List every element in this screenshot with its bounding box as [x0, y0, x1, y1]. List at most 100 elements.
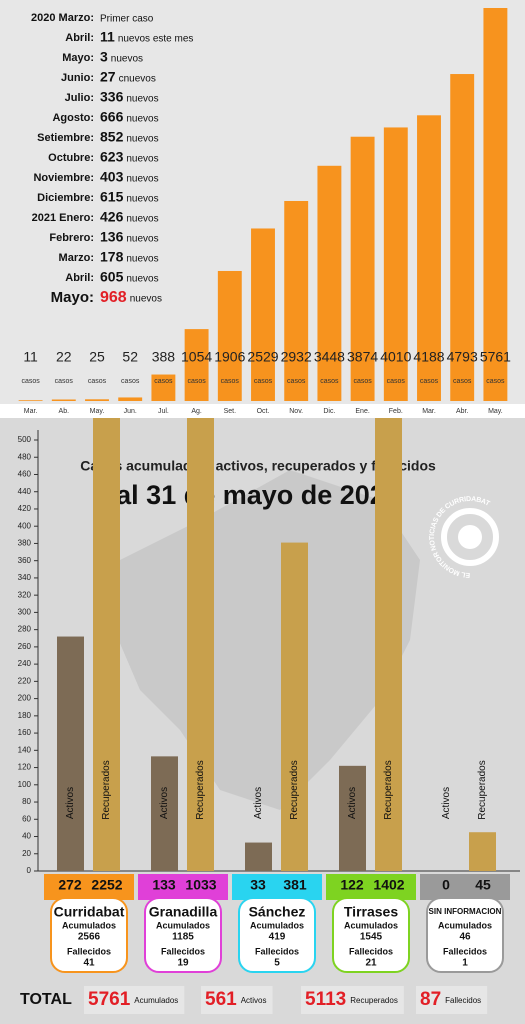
- bar: [417, 115, 441, 401]
- y-tick-label: 460: [18, 470, 32, 479]
- total-box: [201, 986, 273, 1014]
- y-tick-label: 0: [27, 866, 32, 875]
- totals-row: TOTAL 5761 Acumulados 561 Activos 5113 Recuper…: [20, 986, 488, 1014]
- value-label: 388: [152, 349, 176, 365]
- unit-label: casos: [453, 378, 472, 385]
- y-tick-label: 160: [18, 728, 32, 737]
- chart-title: Casos acumulados, activos, recuperados y…: [80, 458, 436, 474]
- logo-core: [458, 525, 482, 549]
- value-label: 2252: [91, 877, 122, 893]
- series-label: Activos: [159, 787, 170, 819]
- note-value: 136: [100, 229, 124, 245]
- acc-value: 46: [459, 932, 471, 943]
- series-label: Activos: [441, 787, 452, 819]
- total-label: Recuperados: [350, 996, 398, 1005]
- bar: [251, 228, 275, 401]
- y-tick-label: 420: [18, 504, 32, 513]
- value-label: 0: [442, 877, 450, 893]
- total-value: 561: [205, 989, 237, 1010]
- note-label: Julio:: [65, 92, 94, 104]
- y-tick-label: 360: [18, 556, 32, 565]
- totals-title: TOTAL: [20, 991, 72, 1008]
- deaths-value: 41: [83, 958, 95, 969]
- x-tick-label: May.: [488, 408, 503, 415]
- acc-value: 1545: [360, 932, 383, 943]
- note-label: 2021 Enero:: [32, 212, 94, 224]
- acc-label: Acumulados: [156, 920, 210, 930]
- note-text: nuevos: [111, 54, 143, 65]
- unit-label: casos: [121, 378, 140, 385]
- value-label: 3874: [347, 349, 378, 365]
- note-label: Marzo:: [59, 252, 94, 264]
- value-label: 122: [340, 877, 364, 893]
- bar: [57, 636, 84, 871]
- note-text: cnuevos: [119, 74, 156, 85]
- value-label: 2932: [281, 349, 312, 365]
- value-label: 33: [250, 877, 266, 893]
- note-label: Octubre:: [48, 152, 94, 164]
- note-value: 11: [100, 29, 115, 45]
- note-value: 403: [100, 169, 124, 185]
- y-tick-label: 200: [18, 694, 32, 703]
- note-value: 605: [100, 269, 124, 285]
- deaths-label: Fallecidos: [67, 946, 111, 956]
- total-label: Activos: [241, 996, 267, 1005]
- acc-label: Acumulados: [344, 920, 398, 930]
- x-tick-label: Set.: [224, 408, 237, 415]
- bar: [118, 397, 143, 401]
- total-value: 87: [420, 989, 441, 1010]
- note-text: nuevos: [126, 194, 158, 205]
- total-box: [301, 986, 404, 1014]
- note-value: 426: [100, 209, 124, 225]
- y-tick-label: 340: [18, 573, 32, 582]
- category-card: [50, 897, 128, 973]
- x-tick-label: Ene.: [355, 408, 369, 415]
- x-tick-label: Nov.: [289, 408, 303, 415]
- note-text: Primer caso: [100, 14, 154, 25]
- bar: [450, 74, 475, 402]
- value-label: 52: [122, 349, 138, 365]
- note-value: 623: [100, 149, 124, 165]
- value-label: 1054: [181, 349, 212, 365]
- acc-value: 1185: [172, 932, 194, 943]
- note-label: Junio:: [61, 72, 94, 84]
- deaths-value: 19: [177, 958, 189, 969]
- y-tick-label: 180: [18, 711, 32, 720]
- unit-label: casos: [320, 378, 339, 385]
- value-label: 25: [89, 349, 105, 365]
- value-label: 133: [152, 877, 176, 893]
- value-label: 5761: [480, 349, 511, 365]
- acc-value: 2566: [78, 932, 101, 943]
- bar: [217, 270, 242, 401]
- deaths-value: 21: [365, 958, 377, 969]
- total-label: Fallecidos: [445, 996, 481, 1005]
- total-box: [84, 986, 185, 1014]
- series-label: Recuperados: [195, 760, 206, 819]
- x-tick-label: Ab.: [59, 408, 70, 415]
- y-tick-label: 320: [18, 590, 32, 599]
- x-tick-label: Jun.: [124, 408, 137, 415]
- series-label: Activos: [347, 787, 358, 819]
- bar: [284, 200, 309, 401]
- unit-label: casos: [387, 378, 406, 385]
- category-strip: [326, 874, 416, 900]
- note-text: nuevos: [126, 274, 158, 285]
- unit-label: casos: [420, 378, 439, 385]
- series-label: Recuperados: [101, 760, 112, 819]
- category-label: Granadilla: [149, 904, 218, 920]
- deaths-value: 1: [462, 958, 468, 969]
- series-label: Activos: [65, 787, 76, 819]
- note-text: nuevos: [126, 94, 158, 105]
- unit-label: casos: [254, 378, 273, 385]
- bar: [339, 765, 366, 871]
- unit-label: casos: [21, 378, 40, 385]
- note-value: 852: [100, 129, 124, 145]
- deaths-label: Fallecidos: [161, 946, 205, 956]
- value-label: 11: [23, 349, 38, 365]
- note-label: Diciembre:: [37, 192, 94, 204]
- y-tick-label: 220: [18, 676, 32, 685]
- note-text: nuevos: [126, 174, 158, 185]
- acc-value: 419: [269, 932, 286, 943]
- bar: [281, 542, 308, 871]
